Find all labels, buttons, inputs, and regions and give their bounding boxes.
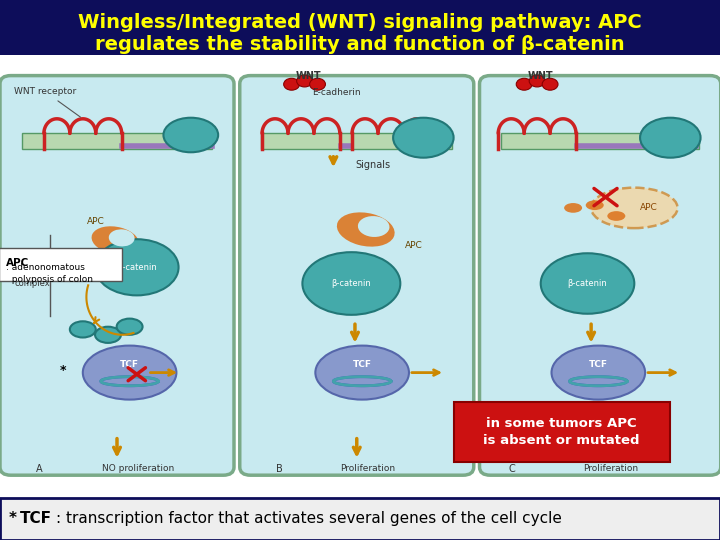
Text: Destruction
complex: Destruction complex	[14, 268, 63, 288]
Ellipse shape	[591, 187, 678, 228]
Ellipse shape	[608, 211, 625, 221]
Circle shape	[516, 78, 532, 90]
FancyBboxPatch shape	[0, 76, 234, 475]
Ellipse shape	[95, 327, 121, 343]
Text: TCF: TCF	[589, 360, 608, 369]
Ellipse shape	[640, 118, 701, 158]
Text: Proliferation: Proliferation	[340, 464, 395, 474]
Text: WNT: WNT	[295, 71, 321, 81]
Ellipse shape	[302, 252, 400, 315]
Ellipse shape	[358, 216, 390, 237]
Bar	[501, 133, 699, 148]
Text: B: B	[276, 464, 283, 475]
Text: : adenonomatous
  polyposis of colon: : adenonomatous polyposis of colon	[6, 263, 93, 284]
Text: : transcription factor that activates several genes of the cell cycle: : transcription factor that activates se…	[56, 511, 562, 526]
Ellipse shape	[163, 118, 218, 152]
Ellipse shape	[83, 346, 176, 400]
FancyBboxPatch shape	[0, 498, 720, 540]
Ellipse shape	[586, 200, 603, 210]
Ellipse shape	[70, 321, 96, 338]
Circle shape	[310, 78, 325, 90]
Circle shape	[529, 75, 545, 87]
Text: β-catenin: β-catenin	[567, 279, 608, 288]
Text: Wingless/Integrated (WNT) signaling pathway: APC: Wingless/Integrated (WNT) signaling path…	[78, 14, 642, 32]
Circle shape	[297, 75, 312, 87]
Ellipse shape	[117, 319, 143, 335]
Text: A: A	[36, 464, 43, 475]
FancyBboxPatch shape	[240, 76, 474, 475]
Text: β-catenin: β-catenin	[117, 263, 157, 272]
FancyBboxPatch shape	[480, 76, 720, 475]
Text: *: *	[9, 511, 22, 526]
Text: in some tumors APC
is absent or mutated: in some tumors APC is absent or mutated	[483, 417, 640, 447]
Text: APC: APC	[87, 217, 104, 226]
Ellipse shape	[91, 226, 139, 254]
Text: regulates the stability and function of β-catenin: regulates the stability and function of …	[95, 35, 625, 54]
Bar	[261, 133, 452, 148]
Ellipse shape	[315, 346, 409, 400]
Text: Proliferation: Proliferation	[583, 464, 639, 474]
Circle shape	[284, 78, 300, 90]
Text: Signals: Signals	[355, 160, 390, 170]
Text: WNT: WNT	[528, 71, 554, 81]
Text: TCF: TCF	[120, 360, 139, 369]
FancyBboxPatch shape	[454, 402, 670, 462]
Ellipse shape	[541, 253, 634, 314]
Ellipse shape	[552, 346, 645, 400]
FancyBboxPatch shape	[0, 248, 122, 281]
Text: E-cadherin: E-cadherin	[312, 88, 361, 97]
Text: C: C	[508, 464, 516, 475]
Ellipse shape	[109, 230, 135, 246]
Text: APC: APC	[405, 241, 423, 250]
Text: WNT receptor: WNT receptor	[14, 87, 81, 117]
Text: TCF: TCF	[20, 511, 52, 526]
Text: *: *	[59, 364, 66, 377]
Bar	[0, 55, 720, 498]
Ellipse shape	[95, 239, 179, 295]
Ellipse shape	[393, 118, 454, 158]
Ellipse shape	[337, 212, 395, 247]
Bar	[22, 133, 212, 148]
Text: APC: APC	[640, 204, 657, 212]
Text: NO proliferation: NO proliferation	[102, 464, 174, 474]
Text: APC: APC	[6, 258, 29, 268]
Circle shape	[542, 78, 558, 90]
Text: β-catenin: β-catenin	[331, 279, 372, 288]
Ellipse shape	[564, 203, 582, 213]
Text: TCF: TCF	[353, 360, 372, 369]
